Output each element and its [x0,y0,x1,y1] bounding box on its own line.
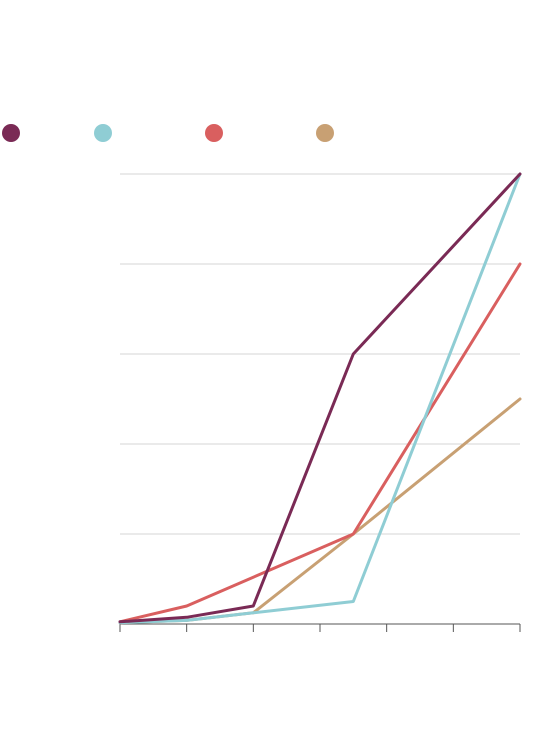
series-line-2 [118,172,522,625]
gridlines [120,173,520,535]
series-line-4 [118,397,522,625]
chart-legend [0,120,560,146]
legend-item-series-2 [94,124,112,142]
legend-marker-series-2 [94,124,112,142]
legend-item-series-1 [2,124,20,142]
legend-marker-series-3 [205,124,223,142]
legend-marker-series-4 [316,124,334,142]
series-line-3 [118,262,522,624]
x-axis [119,623,521,632]
series-line-1 [118,172,522,624]
series-lines [118,172,522,625]
legend-marker-series-1 [2,124,20,142]
legend-item-series-4 [316,124,334,142]
legend-item-series-3 [205,124,223,142]
